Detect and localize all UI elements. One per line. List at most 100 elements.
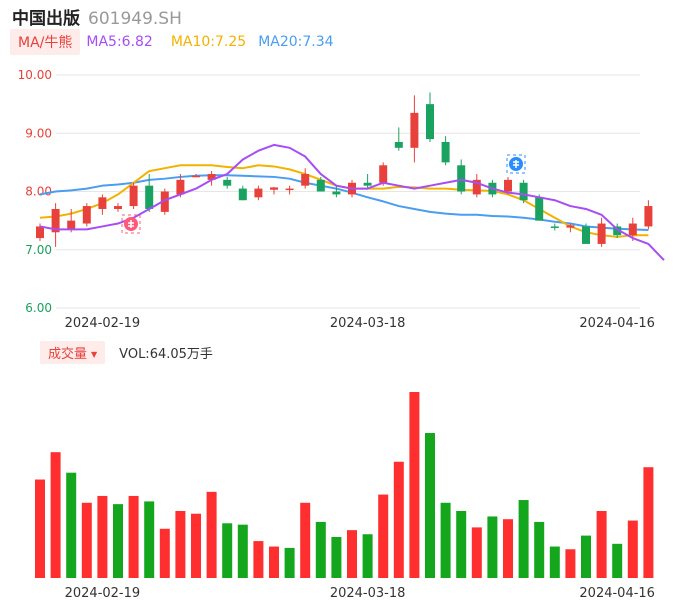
volume-value-label: VOL:64.05万手	[119, 346, 213, 362]
candle	[145, 174, 154, 212]
date-tick-label: 2024-02-19	[65, 586, 141, 601]
candle	[223, 176, 232, 189]
candle	[82, 203, 91, 227]
candle	[51, 203, 60, 247]
candle	[472, 174, 481, 198]
candle	[394, 127, 403, 151]
volume-bar	[159, 528, 170, 578]
candle	[254, 185, 263, 201]
volume-bar	[456, 510, 467, 578]
date-tick-label: 2024-03-18	[330, 316, 406, 331]
volume-bar	[222, 523, 233, 578]
date-tick-label: 2024-04-16	[579, 586, 655, 601]
volume-bar	[549, 546, 560, 578]
ma10-label: MA10:7.25	[170, 34, 247, 50]
volume-date-axis: 2024-02-19 2024-03-18 2024-04-16	[65, 586, 655, 601]
ma20-line-group	[39, 174, 649, 231]
ma20-label: MA20:7.34	[258, 34, 334, 50]
volume-bar	[596, 510, 607, 578]
volume-bars	[35, 392, 654, 578]
volume-bar	[81, 502, 92, 578]
signal-markers	[121, 154, 526, 234]
candle	[410, 95, 419, 163]
volume-bar	[534, 521, 545, 578]
volume-bar	[518, 500, 529, 578]
volume-bar	[191, 513, 201, 578]
candle	[192, 174, 200, 178]
volume-bar	[269, 546, 279, 578]
candle	[441, 136, 450, 166]
volume-bar	[113, 504, 123, 578]
candle	[270, 186, 278, 195]
price-date-axis: 2024-02-19 2024-03-18 2024-04-16	[65, 316, 655, 331]
candle	[129, 182, 138, 209]
candle	[285, 185, 294, 195]
candle	[519, 179, 528, 204]
ma5-line	[39, 143, 665, 261]
price-tick-label: 8.00	[25, 185, 52, 199]
stock-header: 中国出版 601949.SH	[12, 4, 182, 29]
volume-bar	[315, 521, 326, 578]
candle	[301, 168, 310, 189]
volume-bar	[50, 452, 61, 578]
candle	[550, 223, 559, 231]
volume-bar	[253, 541, 264, 578]
volume-bar	[284, 547, 295, 578]
bear-signal-icon[interactable]	[506, 154, 526, 174]
volume-bar	[35, 479, 45, 578]
volume-bar	[503, 519, 513, 578]
candle	[582, 223, 590, 244]
candle	[207, 171, 216, 186]
volume-bar	[175, 510, 186, 578]
candle	[363, 174, 372, 189]
volume-bar	[331, 536, 342, 578]
volume-legend: 成交量 ▼ VOL:64.05万手	[40, 340, 213, 364]
candle	[160, 188, 169, 215]
price-tick-label: 6.00	[25, 301, 52, 315]
volume-bar	[393, 461, 404, 578]
volume-bar	[627, 520, 638, 578]
volume-bar	[66, 472, 77, 578]
price-axis: 10.00 9.00 8.00 7.00 6.00	[18, 68, 52, 315]
volume-bar	[487, 516, 498, 578]
price-gridlines	[56, 74, 640, 309]
candle	[98, 194, 107, 215]
volume-bar	[362, 534, 373, 578]
stock-code: 601949.SH	[88, 9, 182, 29]
volume-bar	[643, 467, 654, 578]
ma5-label: MA5:6.82	[86, 34, 153, 50]
volume-bar	[300, 502, 311, 578]
volume-bar	[440, 502, 451, 578]
price-tick-label: 7.00	[25, 243, 52, 257]
volume-bar	[378, 494, 389, 578]
volume-type-tag[interactable]: 成交量 ▼	[40, 340, 106, 364]
date-tick-label: 2024-03-18	[330, 586, 406, 601]
stock-name: 中国出版	[12, 9, 80, 29]
volume-bar	[565, 549, 576, 578]
candle	[316, 176, 325, 192]
volume-bar	[128, 495, 139, 578]
volume-bar	[206, 491, 217, 578]
candle	[114, 203, 122, 212]
date-tick-label: 2024-02-19	[65, 316, 141, 331]
candle	[457, 159, 466, 195]
candle	[644, 200, 653, 230]
date-tick-label: 2024-04-16	[579, 316, 655, 331]
price-tick-label: 9.00	[25, 126, 52, 140]
candle	[613, 223, 622, 239]
volume-bar	[471, 527, 482, 578]
ma-legend: MA/牛熊 MA5:6.82 MA10:7.25 MA20:7.34	[10, 29, 334, 55]
volume-bar	[237, 524, 248, 578]
volume-bar	[97, 495, 108, 578]
dropdown-arrow-icon: ▼	[91, 349, 98, 359]
ma-type-tag[interactable]: MA/牛熊	[10, 29, 81, 55]
volume-bar	[581, 535, 591, 578]
price-tick-label: 10.00	[18, 68, 52, 82]
bull-signal-icon[interactable]	[121, 214, 141, 234]
volume-bar	[347, 530, 357, 578]
volume-tag-label: 成交量	[48, 346, 88, 362]
candle	[238, 185, 247, 201]
candlestick-series	[36, 92, 653, 247]
ma20-line	[39, 174, 649, 231]
